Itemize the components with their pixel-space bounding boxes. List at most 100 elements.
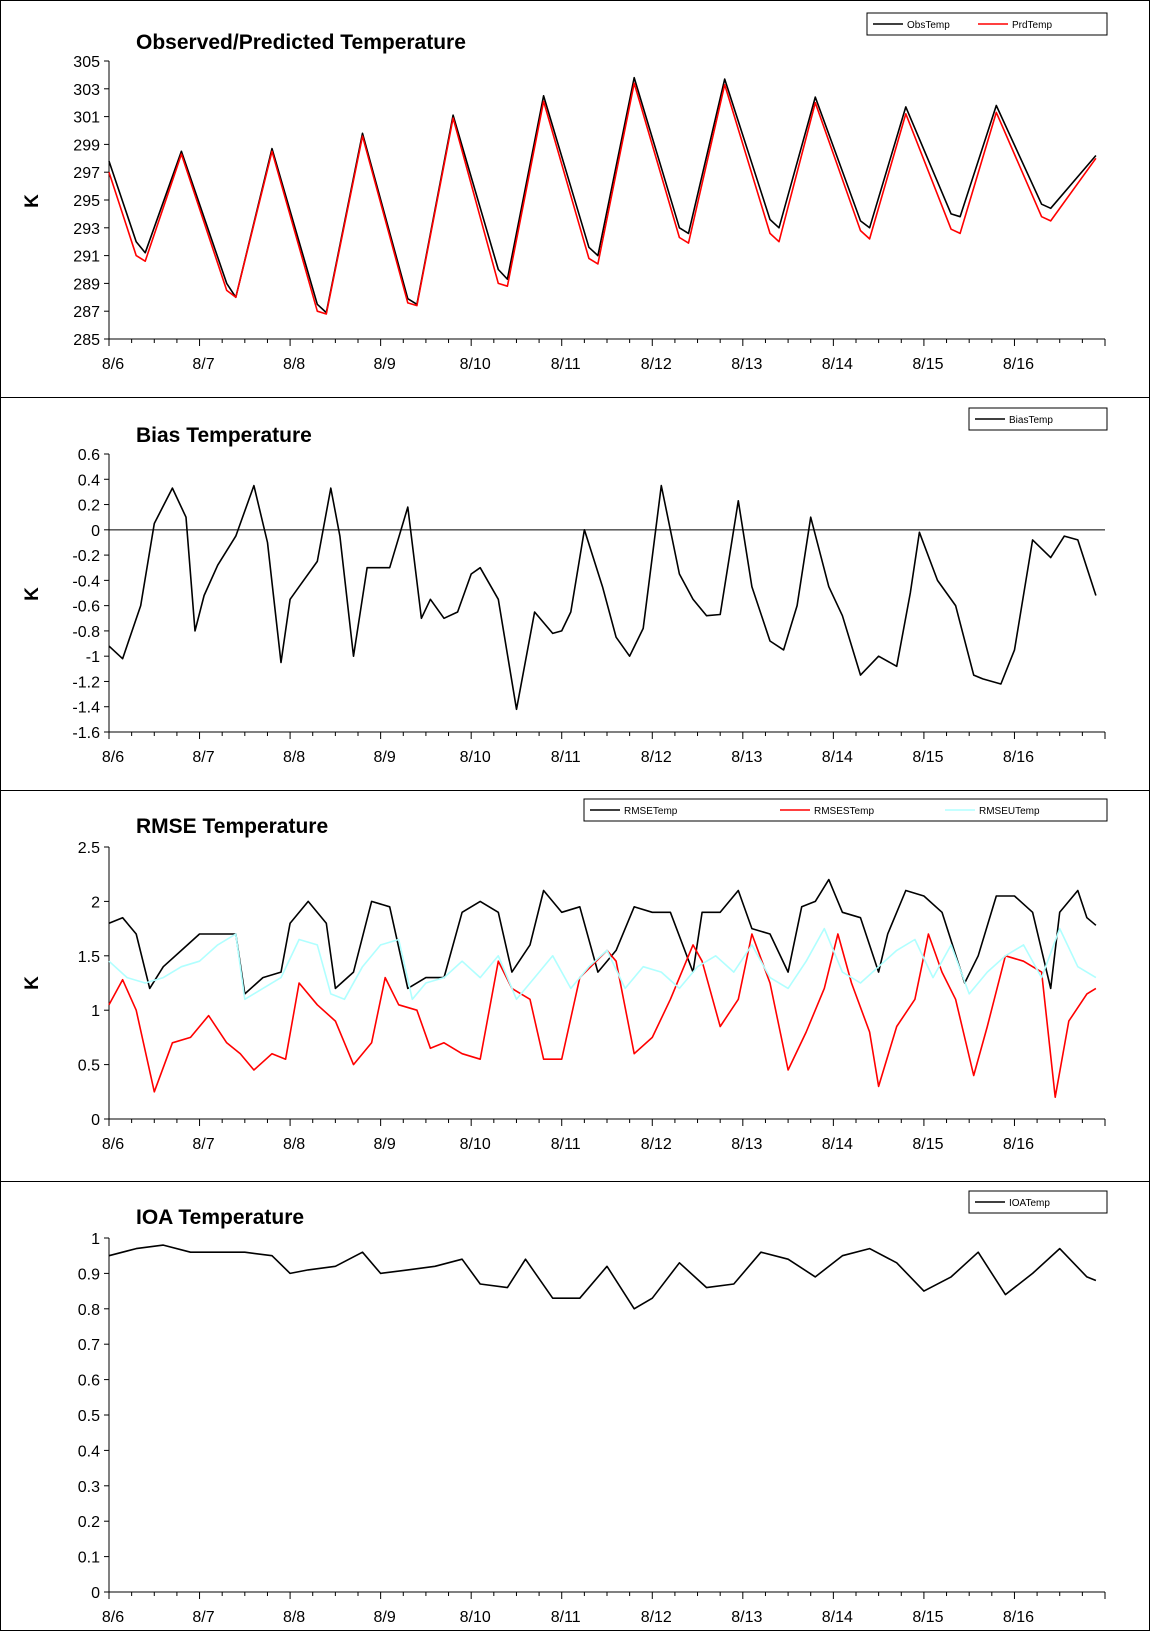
x-tick-label: 8/7 — [192, 1609, 214, 1626]
series-line-PrdTemp — [109, 83, 1096, 314]
legend-label-RMSEUTemp: RMSEUTemp — [979, 806, 1040, 817]
x-tick-label: 8/7 — [192, 749, 214, 766]
chart-svg-rmse: RMSE Temperature K 2.5 2 1.5 1 0.5 08/6 8/7 8/8 8/… — [1, 791, 1149, 1181]
x-tick-label: 8/16 — [1003, 1136, 1034, 1153]
x-tick-label: 8/14 — [822, 749, 853, 766]
x-tick-label: 8/10 — [460, 1136, 491, 1153]
chart-svg-bias: Bias Temperature K 0.6 0.4 0.2 0 -0.2 -0.4 -0.6 -… — [1, 398, 1149, 790]
legend: RMSETemp RMSESTemp RMSEUTemp — [584, 799, 1107, 821]
x-tick-label: 8/14 — [822, 356, 853, 373]
y-tick-label: 2 — [91, 894, 100, 911]
y-axis-label: K — [22, 194, 43, 208]
x-tick-label: 8/8 — [283, 1609, 305, 1626]
series-line-IOATemp — [109, 1245, 1096, 1309]
x-tick-label: 8/6 — [102, 1136, 124, 1153]
x-tick-label: 8/9 — [374, 1136, 396, 1153]
y-tick-label: 303 — [73, 82, 100, 99]
chart-panel-observed-predicted: Observed/Predicted Temperature K 305 303 301… — [0, 0, 1150, 398]
legend-label-RMSESTemp: RMSESTemp — [814, 806, 874, 817]
y-tick-label: 299 — [73, 137, 100, 154]
x-tick-label: 8/8 — [283, 749, 305, 766]
x-tick-label: 8/14 — [822, 1136, 853, 1153]
y-tick-label: -0.8 — [72, 624, 100, 641]
chart-panel-ioa: IOA Temperature 1 0.9 0.8 0.7 0.6 0.5 0.4 0.3 0.2… — [0, 1181, 1150, 1631]
y-tick-label: -1.4 — [72, 700, 100, 717]
x-tick-label: 8/6 — [102, 749, 124, 766]
y-tick-label: -0.4 — [72, 573, 100, 590]
chart-title: Observed/Predicted Temperature — [136, 31, 466, 54]
x-tick-label: 8/14 — [822, 1609, 853, 1626]
y-axis-label: K — [22, 976, 43, 990]
legend-label-BiasTemp: BiasTemp — [1009, 415, 1053, 426]
y-tick-label: 0.3 — [78, 1479, 100, 1496]
chart-title: IOA Temperature — [136, 1206, 304, 1229]
x-tick-label: 8/16 — [1003, 1609, 1034, 1626]
y-tick-label: 0.1 — [78, 1550, 100, 1567]
x-tick-label: 8/9 — [374, 356, 396, 373]
x-tick-label: 8/13 — [731, 1609, 762, 1626]
x-tick-label: 8/11 — [551, 1136, 581, 1153]
y-tick-label: 0.5 — [78, 1058, 100, 1075]
x-tick-label: 8/10 — [460, 1609, 491, 1626]
series-line-RMSEUTemp — [109, 929, 1096, 1000]
x-tick-label: 8/12 — [641, 1609, 672, 1626]
y-tick-label: 293 — [73, 221, 100, 238]
y-tick-label: 305 — [73, 54, 100, 71]
x-tick-label: 8/13 — [731, 356, 762, 373]
y-tick-label: 297 — [73, 165, 100, 182]
chart-title: Bias Temperature — [136, 424, 312, 447]
x-tick-label: 8/11 — [551, 356, 581, 373]
x-tick-label: 8/11 — [551, 749, 581, 766]
legend-label-ObsTemp: ObsTemp — [907, 20, 950, 31]
y-tick-label: -0.2 — [72, 548, 100, 565]
y-tick-label: -1 — [86, 649, 100, 666]
y-tick-label: 2.5 — [78, 840, 100, 857]
chart-title: RMSE Temperature — [136, 815, 328, 838]
y-tick-label: 0.5 — [78, 1408, 100, 1425]
y-tick-label: 287 — [73, 304, 100, 321]
chart-panel-rmse: RMSE Temperature K 2.5 2 1.5 1 0.5 0 8/6 8/7 8/8 8/… — [0, 790, 1150, 1182]
x-tick-label: 8/6 — [102, 356, 124, 373]
x-tick-label: 8/16 — [1003, 356, 1034, 373]
series-line-BiasTemp — [109, 486, 1096, 710]
legend: IOATemp — [969, 1191, 1107, 1213]
x-tick-label: 8/6 — [102, 1609, 124, 1626]
y-tick-label: 0.4 — [78, 472, 100, 489]
x-tick-label: 8/15 — [912, 1136, 943, 1153]
y-tick-label: -1.6 — [72, 725, 100, 742]
x-tick-label: 8/15 — [912, 356, 943, 373]
series-line-RMSESTemp — [109, 934, 1096, 1097]
x-tick-label: 8/16 — [1003, 749, 1034, 766]
y-tick-label: 1 — [91, 1231, 100, 1248]
legend-label-PrdTemp: PrdTemp — [1012, 20, 1052, 31]
y-tick-label: 0.6 — [78, 1373, 100, 1390]
y-axis-label: K — [22, 587, 43, 601]
x-tick-label: 8/10 — [460, 356, 491, 373]
x-tick-label: 8/9 — [374, 1609, 396, 1626]
y-tick-label: 0.4 — [78, 1443, 100, 1460]
y-tick-label: 0 — [91, 1585, 100, 1602]
x-tick-label: 8/13 — [731, 749, 762, 766]
x-tick-label: 8/8 — [283, 1136, 305, 1153]
legend: ObsTemp PrdTemp — [867, 13, 1107, 35]
y-tick-label: 1.5 — [78, 949, 100, 966]
y-tick-label: 0.2 — [78, 498, 100, 515]
y-tick-label: 295 — [73, 193, 100, 210]
series-line-RMSETemp — [109, 880, 1096, 994]
y-tick-label: 0.8 — [78, 1302, 100, 1319]
x-tick-label: 8/7 — [192, 1136, 214, 1153]
y-tick-label: 301 — [73, 110, 100, 127]
x-tick-label: 8/8 — [283, 356, 305, 373]
chart-svg-ioa: IOA Temperature 1 0.9 0.8 0.7 0.6 0.5 0.4 0.3 0.2… — [1, 1182, 1149, 1630]
series-line-ObsTemp — [109, 78, 1096, 313]
x-tick-label: 8/10 — [460, 749, 491, 766]
y-tick-label: 0.9 — [78, 1266, 100, 1283]
y-tick-label: 285 — [73, 332, 100, 349]
x-tick-label: 8/7 — [192, 356, 214, 373]
x-tick-label: 8/15 — [912, 1609, 943, 1626]
y-tick-label: 0.2 — [78, 1514, 100, 1531]
legend-label-RMSETemp: RMSETemp — [624, 806, 678, 817]
x-tick-label: 8/9 — [374, 749, 396, 766]
y-tick-label: 0.6 — [78, 447, 100, 464]
y-tick-label: 1 — [91, 1003, 100, 1020]
